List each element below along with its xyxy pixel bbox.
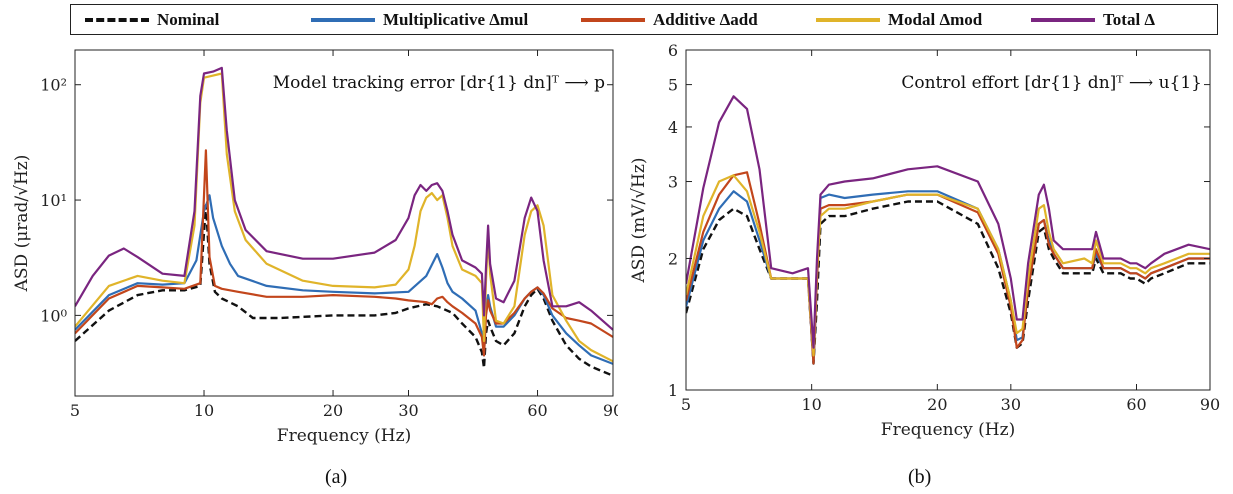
plot-series-group [686, 95, 1210, 365]
legend-label-additive: Additive Δadd [653, 9, 758, 29]
caption-b: (b) [908, 466, 932, 488]
legend-swatch-multiplicative [311, 17, 375, 22]
chart-control-effort: 5 10 20 30 60 90 1 2 3 4 5 6 Frequency (Hz) ASD (mV/√… [629, 41, 1220, 440]
caption-a: (a) [325, 466, 348, 488]
legend-label-multiplicative: Multiplicative Δmul [383, 9, 529, 29]
x-tick-label: 20 [927, 395, 947, 414]
x-tick-label: 5 [681, 395, 691, 414]
legend-label-total: Total Δ [1103, 9, 1156, 29]
x-tick-label: 60 [527, 401, 547, 420]
y-tick-label: 10⁰ [40, 306, 67, 325]
x-tick-label: 20 [323, 401, 343, 420]
series-line-modal [75, 72, 613, 363]
series-line-total [75, 66, 613, 331]
legend-label-modal: Modal Δmod [888, 9, 983, 29]
x-tick-label: 30 [1001, 395, 1021, 414]
chart-model-tracking-error: 5 10 20 30 60 90 10⁰ 10¹ 10² Frequency (Hz) ASD (μ… [12, 49, 618, 446]
legend-item-multiplicative: Multiplicative Δmul [311, 5, 528, 34]
x-tick-label: 10 [194, 401, 214, 420]
legend-swatch-additive [581, 17, 645, 22]
y-axis-label: ASD (μrad/√Hz) [12, 155, 32, 293]
y-tick-label: 2 [668, 249, 678, 268]
plot-series-group [75, 66, 613, 377]
x-tick-label: 90 [603, 401, 618, 420]
x-tick-label: 10 [801, 395, 821, 414]
legend-swatch-total [1031, 17, 1095, 22]
x-tick-label: 5 [70, 401, 80, 420]
x-tick-label: 30 [398, 401, 418, 420]
series-line-total [686, 95, 1210, 349]
series-line-nominal [686, 200, 1210, 365]
x-axis-label: Frequency (Hz) [881, 420, 1015, 440]
y-tick-label: 3 [668, 173, 678, 192]
series-line-modal [686, 174, 1210, 357]
legend-item-total: Total Δ [1031, 5, 1155, 34]
x-axis-label: Frequency (Hz) [277, 426, 411, 446]
x-tick-label: 90 [1200, 395, 1220, 414]
legend-item-modal: Modal Δmod [816, 5, 982, 34]
legend-item-nominal: Nominal [85, 5, 219, 34]
y-tick-label: 6 [668, 41, 678, 60]
legend-label-nominal: Nominal [157, 9, 220, 29]
plot-frame [685, 49, 1211, 391]
x-tick-label: 60 [1126, 395, 1146, 414]
y-tick-label: 10² [40, 76, 67, 95]
legend-box: Nominal Multiplicative Δmul Additive Δad… [70, 4, 1218, 35]
legend-swatch-nominal [85, 17, 149, 22]
legend-swatch-modal [816, 17, 880, 22]
plot-title: Control effort [dr{1} dn]ᵀ ⟶ u{1} [901, 73, 1202, 93]
y-tick-label: 1 [668, 381, 678, 400]
y-tick-label: 4 [668, 118, 678, 137]
y-tick-label: 5 [668, 76, 678, 95]
plot-title: Model tracking error [dr{1} dn]ᵀ ⟶ p [273, 73, 605, 93]
y-axis-label: ASD (mV/√Hz) [629, 158, 649, 284]
y-tick-label: 10¹ [40, 191, 67, 210]
series-line-nominal [75, 204, 613, 377]
legend-item-additive: Additive Δadd [581, 5, 758, 34]
plot-frame [74, 49, 614, 397]
series-line-additive [75, 149, 613, 357]
